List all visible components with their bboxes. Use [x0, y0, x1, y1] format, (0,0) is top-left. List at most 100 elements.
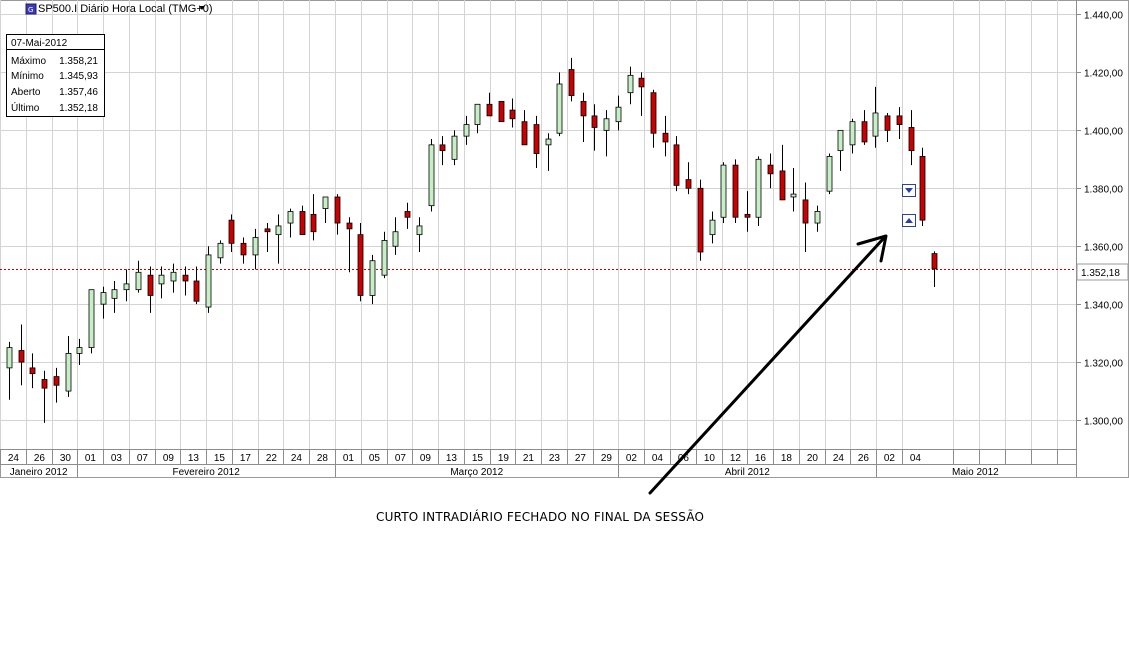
candle[interactable]: [556, 72, 563, 137]
candle[interactable]: [662, 115, 669, 157]
candle[interactable]: [111, 280, 118, 313]
candle[interactable]: [486, 92, 493, 117]
title-dropdown-icon[interactable]: [199, 6, 205, 10]
month-label: Abril 2012: [725, 467, 770, 478]
candle[interactable]: [252, 228, 259, 270]
candle[interactable]: [896, 107, 903, 140]
candle[interactable]: [369, 254, 376, 305]
candle[interactable]: [603, 110, 610, 157]
candle[interactable]: [474, 103, 481, 134]
candle[interactable]: [744, 191, 751, 232]
candle[interactable]: [416, 217, 423, 253]
candle[interactable]: [650, 89, 657, 148]
candle[interactable]: [826, 153, 833, 195]
candle[interactable]: [29, 353, 36, 389]
candle[interactable]: [638, 72, 645, 116]
candle[interactable]: [685, 162, 692, 195]
candle[interactable]: [381, 231, 388, 279]
candle[interactable]: [720, 162, 727, 224]
candle[interactable]: [673, 136, 680, 192]
candle-body-down: [638, 77, 645, 88]
candle[interactable]: [463, 115, 470, 145]
candle[interactable]: [193, 266, 200, 305]
candle[interactable]: [76, 338, 83, 365]
candle[interactable]: [790, 168, 797, 212]
candle[interactable]: [88, 289, 95, 354]
candle[interactable]: [205, 246, 212, 313]
candle[interactable]: [709, 211, 716, 244]
candle[interactable]: [41, 370, 48, 423]
candle[interactable]: [837, 129, 844, 171]
candle[interactable]: [147, 266, 154, 313]
candle[interactable]: [919, 147, 926, 226]
candle-body-up: [275, 225, 282, 236]
candle[interactable]: [451, 130, 458, 166]
candles-group[interactable]: [6, 57, 938, 423]
candle[interactable]: [498, 100, 505, 123]
x-tick-label: 17: [240, 453, 252, 464]
candle[interactable]: [217, 240, 224, 264]
candle[interactable]: [240, 237, 247, 264]
candle[interactable]: [884, 112, 891, 142]
candle[interactable]: [779, 144, 786, 201]
candle[interactable]: [287, 208, 294, 238]
candle[interactable]: [732, 159, 739, 224]
sell-marker[interactable]: [902, 184, 916, 197]
candle[interactable]: [802, 182, 809, 253]
candle[interactable]: [135, 260, 142, 293]
candle[interactable]: [170, 263, 177, 293]
candle[interactable]: [322, 196, 329, 224]
candle[interactable]: [264, 223, 271, 253]
chart-title: SP500.I Diário Hora Local (TMG+0): [38, 3, 213, 15]
candle[interactable]: [53, 367, 60, 403]
candle[interactable]: [697, 179, 704, 261]
candle[interactable]: [392, 217, 399, 255]
buy-marker[interactable]: [902, 214, 916, 227]
candle[interactable]: [182, 266, 189, 296]
candle-body-up: [463, 124, 470, 137]
candle[interactable]: [521, 110, 528, 146]
arrowhead-icon: [856, 234, 888, 263]
candle[interactable]: [627, 66, 634, 105]
candle[interactable]: [931, 251, 938, 287]
candle[interactable]: [346, 217, 353, 273]
chart-symbol-icon[interactable]: [25, 3, 37, 15]
y-tick-label: 1.340,00: [1084, 301, 1123, 312]
candle[interactable]: [533, 115, 540, 169]
candle[interactable]: [814, 205, 821, 232]
candle[interactable]: [568, 57, 575, 102]
candle[interactable]: [404, 202, 411, 229]
candle[interactable]: [545, 133, 552, 171]
candle[interactable]: [65, 336, 72, 397]
candle[interactable]: [18, 324, 25, 386]
candle[interactable]: [123, 269, 130, 302]
price-axis[interactable]: 1.300,00 1.320,00 1.340,00 1.360,00 1.380,00…: [1076, 11, 1123, 428]
trade-markers[interactable]: [902, 184, 916, 227]
candle[interactable]: [275, 214, 282, 264]
candle[interactable]: [615, 95, 622, 131]
candle[interactable]: [439, 136, 446, 166]
candle-body-down: [673, 144, 680, 186]
candle[interactable]: [872, 86, 879, 148]
candle[interactable]: [334, 194, 341, 235]
candle[interactable]: [100, 286, 107, 319]
candle[interactable]: [428, 139, 435, 212]
candle[interactable]: [357, 223, 364, 302]
candle[interactable]: [158, 266, 165, 299]
candle[interactable]: [767, 153, 774, 189]
candle[interactable]: [580, 92, 587, 142]
candle[interactable]: [861, 110, 868, 145]
candle[interactable]: [908, 110, 915, 166]
candle-body-down: [310, 213, 317, 233]
candle[interactable]: [509, 98, 516, 128]
candle[interactable]: [849, 118, 856, 154]
x-tick-label: 18: [781, 453, 793, 464]
candle[interactable]: [228, 214, 235, 253]
candle[interactable]: [591, 104, 598, 151]
candle[interactable]: [299, 205, 306, 236]
candle[interactable]: [6, 341, 13, 400]
candle[interactable]: [310, 194, 317, 241]
candle[interactable]: [755, 156, 762, 226]
chart-header[interactable]: G SP500.I Diário Hora Local (TMG+0): [25, 3, 213, 15]
